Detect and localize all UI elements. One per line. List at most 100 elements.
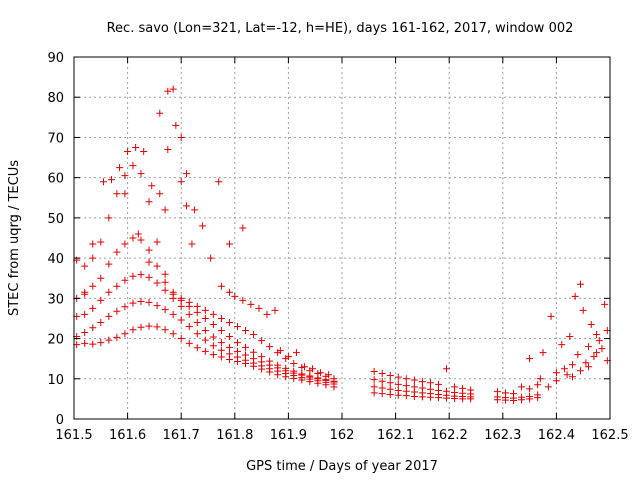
data-point	[99, 178, 107, 186]
data-point	[217, 339, 225, 347]
data-point	[207, 254, 215, 262]
data-point	[81, 329, 89, 337]
data-point	[113, 190, 121, 198]
data-point	[156, 109, 164, 117]
data-point	[217, 314, 225, 322]
data-point	[590, 353, 598, 361]
data-point	[169, 330, 177, 338]
data-point	[193, 344, 201, 352]
data-point	[217, 327, 225, 335]
data-point	[378, 370, 386, 378]
data-point	[539, 349, 547, 357]
data-point	[89, 254, 97, 262]
data-point	[534, 394, 542, 402]
data-point	[317, 369, 325, 377]
data-point	[169, 288, 177, 296]
data-point	[199, 222, 207, 230]
data-point	[330, 375, 338, 383]
data-point	[161, 286, 169, 294]
data-point	[183, 170, 191, 178]
data-point	[518, 396, 526, 404]
data-point	[467, 395, 475, 403]
data-point	[209, 333, 217, 341]
data-point	[233, 322, 241, 330]
data-point	[201, 314, 209, 322]
data-point	[121, 190, 129, 198]
data-point	[153, 323, 161, 331]
data-point	[225, 350, 233, 358]
data-point	[193, 308, 201, 316]
data-point	[585, 363, 593, 371]
data-point	[121, 303, 129, 311]
data-point	[137, 236, 145, 244]
x-tick-label: 161.8	[216, 428, 253, 443]
data-point	[134, 230, 142, 238]
data-point	[451, 394, 459, 402]
data-point	[145, 322, 153, 330]
data-points	[73, 85, 611, 404]
chart-title: Rec. savo (Lon=321, Lat=-12, h=HE), days…	[107, 21, 574, 36]
data-point	[140, 148, 148, 156]
data-point	[145, 198, 153, 206]
y-tick-label: 40	[47, 252, 64, 267]
data-point	[284, 353, 292, 361]
data-point	[552, 369, 560, 377]
data-point	[161, 306, 169, 314]
data-point	[153, 262, 161, 270]
data-point	[263, 310, 271, 318]
data-point	[97, 339, 105, 347]
data-point	[185, 339, 193, 347]
data-point	[271, 306, 279, 314]
data-point	[258, 337, 266, 345]
data-point	[188, 240, 196, 248]
data-point	[148, 182, 156, 190]
data-point	[217, 353, 225, 361]
x-tick-label: 161.7	[163, 428, 200, 443]
data-point	[534, 381, 542, 389]
data-point	[209, 320, 217, 328]
data-point	[233, 339, 241, 347]
y-tick-labels: 0 10 20 30 40 50 60 70 80 90	[47, 51, 64, 428]
x-tick-label: 161.9	[270, 428, 307, 443]
data-point	[426, 393, 434, 401]
data-point	[255, 304, 263, 312]
data-point	[177, 133, 185, 141]
data-point	[105, 312, 113, 320]
data-point	[266, 357, 274, 365]
x-tick-label: 162.4	[538, 428, 575, 443]
data-point	[121, 276, 129, 284]
data-point	[563, 371, 571, 379]
data-point	[145, 298, 153, 306]
data-point	[552, 377, 560, 385]
data-point	[161, 206, 169, 214]
data-point	[225, 318, 233, 326]
data-point	[378, 390, 386, 398]
x-tick-label: 161.5	[55, 428, 92, 443]
data-point	[276, 347, 284, 355]
data-point	[593, 349, 601, 357]
data-point	[292, 349, 300, 357]
data-point	[105, 288, 113, 296]
y-tick-label: 80	[47, 91, 64, 106]
data-point	[579, 306, 587, 314]
data-point	[116, 164, 124, 172]
data-point	[225, 333, 233, 341]
data-point	[161, 270, 169, 278]
data-point	[595, 337, 603, 345]
data-point	[137, 298, 145, 306]
data-point	[443, 365, 451, 373]
x-tick-label: 161.6	[109, 428, 146, 443]
y-tick-label: 10	[47, 373, 64, 388]
data-point	[169, 310, 177, 318]
data-point	[394, 380, 402, 388]
data-point	[185, 322, 193, 330]
data-point	[215, 178, 223, 186]
data-point	[300, 363, 308, 371]
data-point	[593, 331, 601, 339]
data-point	[89, 282, 97, 290]
data-point	[418, 378, 426, 386]
data-point	[370, 368, 378, 376]
data-point	[242, 343, 250, 351]
data-point	[153, 302, 161, 310]
data-point	[169, 85, 177, 93]
